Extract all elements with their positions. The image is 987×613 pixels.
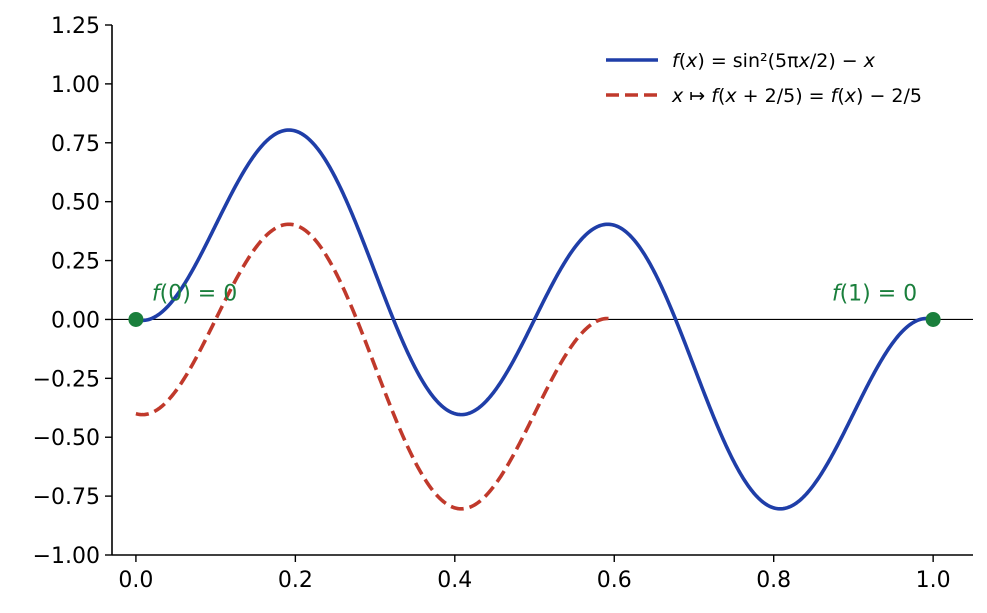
y-tick-label: −1.00 xyxy=(33,544,100,569)
y-tick-label: 0.25 xyxy=(51,250,100,275)
x-tick-label: 0.8 xyxy=(756,568,791,593)
annotations: f(0) = 0 f(1) = 0 xyxy=(152,282,917,307)
y-tick-label: 0.50 xyxy=(51,191,100,216)
y-tick-label: −0.50 xyxy=(33,426,100,451)
y-tick-label: 1.00 xyxy=(51,73,100,98)
annotation-1: f(1) = 0 xyxy=(832,282,917,307)
plot-area: f(0) = 0 f(1) = 0 xyxy=(112,128,973,511)
endpoint-marker-1 xyxy=(925,311,941,327)
y-tick-label: 1.25 xyxy=(51,14,100,39)
axes: 0.0 0.2 0.4 0.6 0.8 1.0 −1.00 −0.75 −0.50 −0.25 0… xyxy=(33,14,973,593)
legend-label-shifted: x ↦ f(x + 2/5) = f(x) − 2/5 xyxy=(671,85,922,107)
y-ticks: −1.00 −0.75 −0.50 −0.25 0.00 0.25 0.50 0.75 1.00… xyxy=(33,14,112,569)
endpoint-marker-0 xyxy=(128,311,144,327)
series-line-shifted xyxy=(135,222,615,511)
x-tick-label: 1.0 xyxy=(916,568,951,593)
x-tick-label: 0.2 xyxy=(278,568,313,593)
x-ticks: 0.0 0.2 0.4 0.6 0.8 1.0 xyxy=(118,555,951,593)
x-tick-label: 0.0 xyxy=(118,568,153,593)
series-line-f xyxy=(135,128,934,511)
x-tick-label: 0.4 xyxy=(437,568,472,593)
points-layer xyxy=(128,311,941,327)
annotation-0: f(0) = 0 xyxy=(152,282,237,307)
legend-label-f: f(x) = sin²(5πx/2) − x xyxy=(672,50,876,72)
y-tick-label: 0.00 xyxy=(51,308,100,333)
y-tick-label: 0.75 xyxy=(51,132,100,157)
legend: f(x) = sin²(5πx/2) − x x ↦ f(x + 2/5) = … xyxy=(606,50,922,107)
y-tick-label: −0.25 xyxy=(33,367,100,392)
x-tick-label: 0.6 xyxy=(597,568,632,593)
y-tick-label: −0.75 xyxy=(33,485,100,510)
